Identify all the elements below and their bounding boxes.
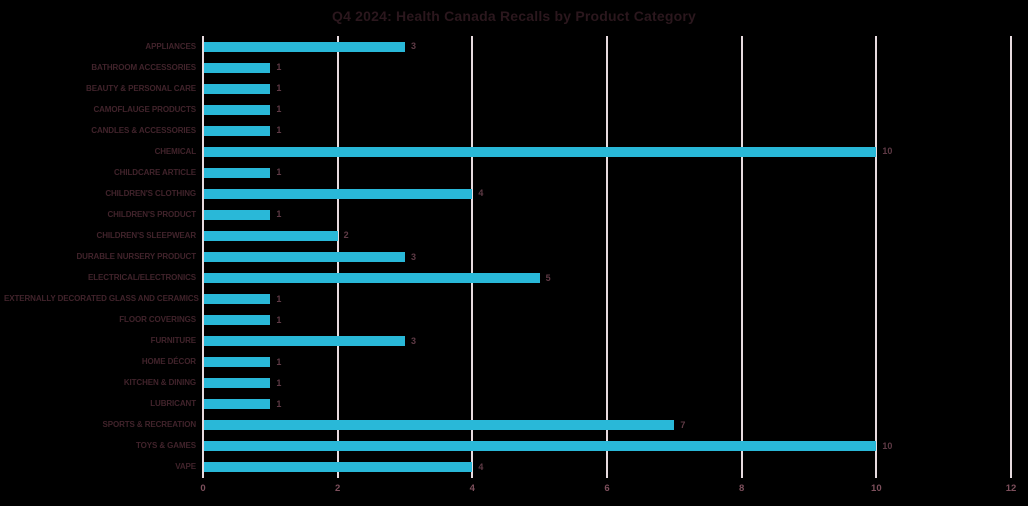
value-label: 1 [276,125,282,136]
category-label: EXTERNALLY DECORATED GLASS AND CERAMICS [4,294,199,304]
value-label: 1 [276,314,282,325]
value-label: 7 [680,419,686,430]
category-label: VAPE [175,462,196,472]
category-label: LUBRICANT [150,399,196,409]
bar [204,336,405,347]
x-axis-tick-label: 10 [871,483,882,494]
bar [204,420,675,431]
gridline-x-4 [471,36,474,478]
bar [204,378,271,389]
category-label: DURABLE NURSERY PRODUCT [76,252,197,261]
bar [204,462,473,473]
category-label: SPORTS & RECREATION [102,420,196,430]
value-label: 2 [343,230,349,241]
category-label: KITCHEN & DINING [123,378,196,388]
value-label: 1 [276,209,282,220]
category-label: CHILDCARE ARTICLE [114,167,196,177]
bar [204,125,271,136]
value-label: 1 [276,398,282,409]
category-label: FLOOR COVERINGS [119,315,196,325]
bar [204,146,877,157]
x-axis-tick-label: 8 [739,483,745,494]
gridline-x-6 [606,36,608,478]
bar [204,357,271,368]
chart-title: Q4 2024: Health Canada Recalls by Produc… [331,8,696,24]
value-label: 3 [411,335,417,346]
category-label: CAMOFLAUGE PRODUCTS [93,104,196,114]
value-label: 1 [276,293,282,304]
bar [204,399,271,410]
category-label: BEAUTY & PERSONAL CARE [86,83,196,93]
category-label: CHEMICAL [154,146,197,156]
gridline-x-8 [740,36,743,478]
value-label: 3 [411,41,417,52]
bar [204,104,271,115]
gridline-x-12 [1010,36,1012,478]
value-label: 10 [882,146,893,157]
gridline-x-0 [202,36,204,478]
value-label: 3 [411,251,417,262]
value-label: 10 [882,440,893,451]
x-axis-tick-label: 4 [469,483,475,494]
category-label: HOME DÉCOR [141,357,196,367]
bar [204,441,877,452]
value-label: 5 [545,272,551,283]
bar [204,294,271,305]
value-label: 1 [276,377,282,388]
category-label: APPLIANCES [145,41,196,51]
gridline-x-10 [875,36,878,478]
bar [204,209,271,220]
bar [204,230,338,241]
value-label: 4 [478,461,484,472]
value-label: 1 [276,62,282,73]
category-label: ELECTRICAL/ELECTRONICS [87,273,196,283]
bar [204,62,271,73]
category-label: BATHROOM ACCESSORIES [91,62,196,72]
x-axis-tick-label: 12 [1005,483,1017,494]
category-label: TOYS & GAMES [136,441,196,451]
category-label: CHILDREN'S SLEEPWEAR [96,230,197,240]
value-label: 1 [276,104,282,115]
category-label: FURNITURE [150,336,196,346]
bar [204,315,271,326]
value-label: 1 [276,167,282,178]
x-axis-tick-label: 6 [604,483,610,494]
category-label: CHILDREN'S CLOTHING [105,188,196,198]
bar [204,167,271,178]
x-axis-tick-label: 0 [200,483,206,494]
bar [204,273,540,284]
bar [204,252,405,262]
x-axis-tick-label: 2 [335,483,341,494]
bar [204,83,271,94]
bar [204,188,473,199]
category-label: CHILDREN'S PRODUCT [107,209,196,219]
category-label: CANDLES & ACCESSORIES [91,125,196,135]
value-label: 1 [276,83,282,94]
value-label: 4 [478,188,484,199]
value-label: 1 [276,356,282,367]
bar [204,41,405,52]
